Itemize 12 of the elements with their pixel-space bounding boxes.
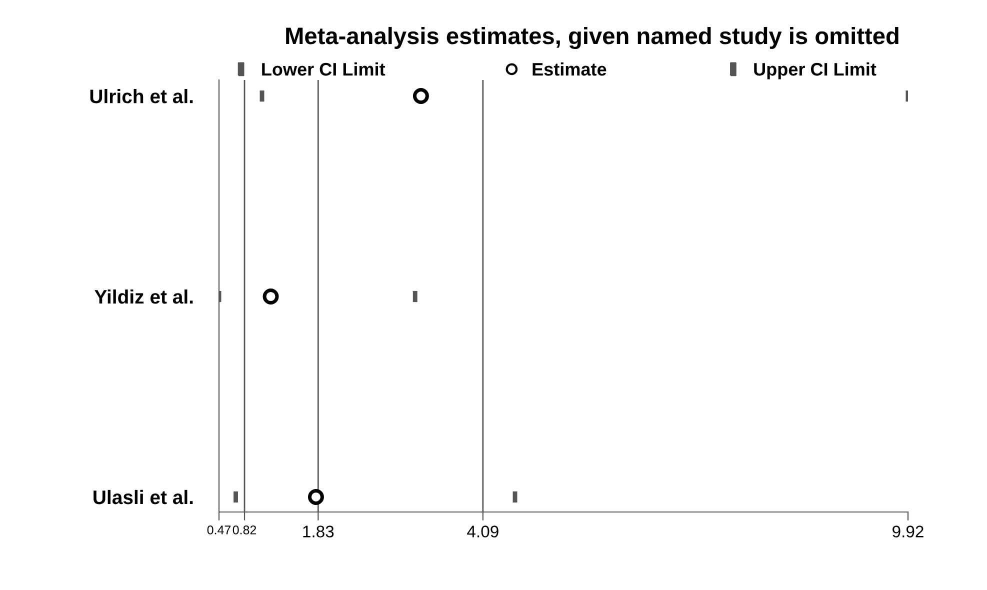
legend-label: Lower CI Limit [262, 62, 386, 76]
x-tick-label: 0.82 [232, 526, 256, 534]
y-tick-label: Ulrich et al. [90, 88, 193, 104]
x-tick-label: 1.83 [303, 526, 334, 538]
legend-label: Estimate [532, 62, 606, 76]
y-tick-label: Yildiz et al. [94, 289, 193, 304]
x-tick-label: 9.92 [892, 526, 924, 538]
chart-title: Meta-analysis estimates, given named study is omitted [286, 26, 898, 50]
x-tick-label: 0.47 [207, 526, 231, 534]
x-tick-label: 4.09 [467, 526, 498, 538]
legend-label: Upper CI Limit [754, 62, 876, 80]
y-tick-label: Ulasli et al. [94, 490, 193, 504]
